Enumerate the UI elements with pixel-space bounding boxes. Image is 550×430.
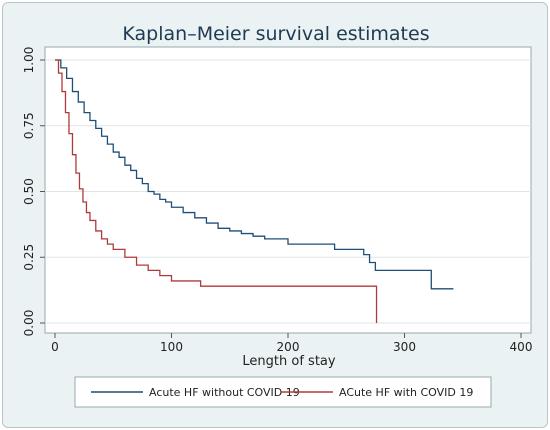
x-axis-title: Length of stay <box>242 354 335 369</box>
y-tick-label: 0.25 <box>22 244 36 271</box>
x-tick-label: 300 <box>393 340 416 354</box>
legend-label-1: Acute HF without COVID 19 <box>149 386 300 399</box>
y-tick-label: 1.00 <box>22 47 36 74</box>
y-tick-label: 0.00 <box>22 310 36 337</box>
x-tick-label: 200 <box>277 340 300 354</box>
y-tick-label: 0.50 <box>22 178 36 205</box>
legend: Acute HF without COVID 19 ACute HF with C… <box>91 386 473 399</box>
series-layer <box>55 59 454 323</box>
x-tick-label: 0 <box>51 340 59 354</box>
legend-label-2: ACute HF with COVID 19 <box>339 386 473 399</box>
series-line-1 <box>55 59 454 290</box>
series-line-2 <box>55 59 378 323</box>
plot-area <box>44 46 532 334</box>
axes: 0.00 0.25 0.50 0.75 1.00 0 100 200 300 400 <box>22 47 532 354</box>
x-tick-label: 400 <box>510 340 533 354</box>
km-chart: Kaplan–Meier survival estimates 0.00 0.25… <box>22 23 532 408</box>
x-tick-label: 100 <box>160 340 183 354</box>
chart-title: Kaplan–Meier survival estimates <box>122 23 429 45</box>
y-tick-label: 0.75 <box>22 112 36 139</box>
